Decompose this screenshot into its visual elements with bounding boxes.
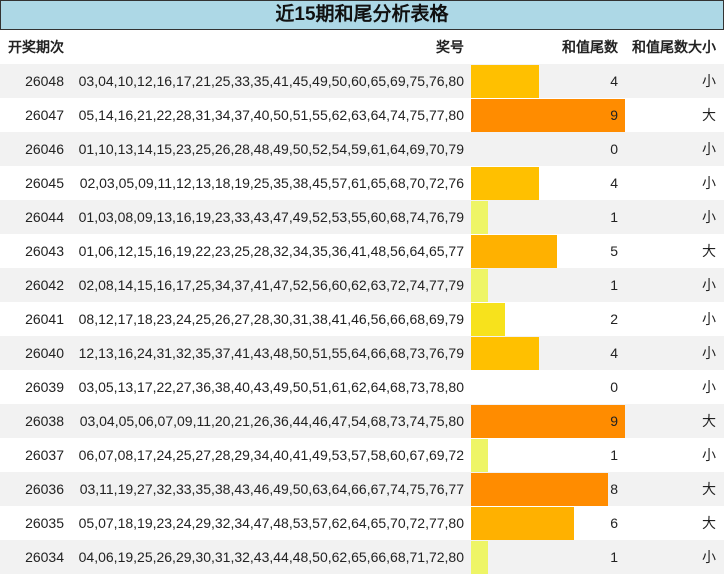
table-row: 26039 03,05,13,17,22,27,36,38,40,43,49,50… bbox=[0, 370, 724, 404]
numbers-cell: 08,12,17,18,23,24,25,26,27,28,30,31,38,4… bbox=[78, 311, 464, 327]
sum-tail-bar bbox=[471, 269, 488, 302]
sum-tail-cell: 6 bbox=[610, 515, 618, 531]
table-row: 26038 03,04,05,06,07,09,11,20,21,26,36,44… bbox=[0, 404, 724, 438]
sum-tail-bar bbox=[471, 303, 505, 336]
size-cell: 小 bbox=[702, 345, 716, 361]
sum-tail-cell: 4 bbox=[610, 73, 618, 89]
sum-tail-cell: 8 bbox=[610, 481, 618, 497]
table-row: 26041 08,12,17,18,23,24,25,26,27,28,30,31… bbox=[0, 302, 724, 336]
header-period: 开奖期次 bbox=[8, 39, 64, 55]
sum-tail-cell: 1 bbox=[610, 447, 618, 463]
size-cell: 小 bbox=[702, 209, 716, 225]
numbers-cell: 03,04,05,06,07,09,11,20,21,26,36,44,46,4… bbox=[79, 413, 464, 429]
numbers-cell: 01,03,08,09,13,16,19,23,33,43,47,49,52,5… bbox=[78, 209, 464, 225]
size-cell: 大 bbox=[702, 481, 716, 497]
table-row: 26045 02,03,05,09,11,12,13,18,19,25,35,38… bbox=[0, 166, 724, 200]
period-cell: 26042 bbox=[25, 277, 64, 293]
period-cell: 26045 bbox=[25, 175, 64, 191]
sum-tail-cell: 0 bbox=[610, 141, 618, 157]
size-cell: 小 bbox=[702, 311, 716, 327]
size-cell: 小 bbox=[702, 277, 716, 293]
sum-tail-cell: 5 bbox=[610, 243, 618, 259]
size-cell: 小 bbox=[702, 447, 716, 463]
table-row: 26047 05,14,16,21,22,28,31,34,37,40,50,51… bbox=[0, 98, 724, 132]
sum-tail-bar bbox=[471, 507, 574, 540]
table-header: 开奖期次 奖号 和值尾数 和值尾数大小 bbox=[0, 30, 724, 64]
sum-tail-cell: 1 bbox=[610, 549, 618, 565]
sum-tail-cell: 1 bbox=[610, 277, 618, 293]
table-title: 近15期和尾分析表格 bbox=[0, 0, 724, 30]
sum-tail-cell: 9 bbox=[610, 107, 618, 123]
sum-tail-bar bbox=[471, 473, 608, 506]
sum-tail-cell: 0 bbox=[610, 379, 618, 395]
table-row: 26034 04,06,19,25,26,29,30,31,32,43,44,48… bbox=[0, 540, 724, 574]
sum-tail-bar bbox=[471, 439, 488, 472]
table-row: 26043 01,06,12,15,16,19,22,23,25,28,32,34… bbox=[0, 234, 724, 268]
table-row: 26046 01,10,13,14,15,23,25,26,28,48,49,50… bbox=[0, 132, 724, 166]
numbers-cell: 03,05,13,17,22,27,36,38,40,43,49,50,51,6… bbox=[78, 379, 464, 395]
sum-tail-bar bbox=[471, 99, 625, 132]
table-body: 26048 03,04,10,12,16,17,21,25,33,35,41,45… bbox=[0, 64, 724, 574]
period-cell: 26038 bbox=[25, 413, 64, 429]
numbers-cell: 04,06,19,25,26,29,30,31,32,43,44,48,50,6… bbox=[78, 549, 464, 565]
period-cell: 26039 bbox=[25, 379, 64, 395]
period-cell: 26037 bbox=[25, 447, 64, 463]
sum-tail-cell: 1 bbox=[610, 209, 618, 225]
numbers-cell: 01,10,13,14,15,23,25,26,28,48,49,50,52,5… bbox=[78, 141, 464, 157]
period-cell: 26034 bbox=[25, 549, 64, 565]
period-cell: 26035 bbox=[25, 515, 64, 531]
header-size: 和值尾数大小 bbox=[632, 39, 716, 55]
sum-tail-cell: 2 bbox=[610, 311, 618, 327]
numbers-cell: 02,03,05,09,11,12,13,18,19,25,35,38,45,5… bbox=[79, 175, 464, 191]
sum-tail-bar bbox=[471, 541, 488, 574]
sum-tail-cell: 4 bbox=[610, 345, 618, 361]
numbers-cell: 03,11,19,27,32,33,35,38,43,46,49,50,63,6… bbox=[79, 481, 464, 497]
numbers-cell: 02,08,14,15,16,17,25,34,37,41,47,52,56,6… bbox=[78, 277, 464, 293]
size-cell: 小 bbox=[702, 141, 716, 157]
sum-tail-cell: 9 bbox=[610, 413, 618, 429]
period-cell: 26036 bbox=[25, 481, 64, 497]
size-cell: 小 bbox=[702, 73, 716, 89]
size-cell: 大 bbox=[702, 107, 716, 123]
sum-tail-bar bbox=[471, 235, 557, 268]
table-row: 26044 01,03,08,09,13,16,19,23,33,43,47,49… bbox=[0, 200, 724, 234]
size-cell: 小 bbox=[702, 175, 716, 191]
numbers-cell: 05,14,16,21,22,28,31,34,37,40,50,51,55,6… bbox=[78, 107, 464, 123]
sum-tail-bar bbox=[471, 167, 539, 200]
period-cell: 26043 bbox=[25, 243, 64, 259]
period-cell: 26048 bbox=[25, 73, 64, 89]
sum-tail-bar bbox=[471, 337, 539, 370]
numbers-cell: 06,07,08,17,24,25,27,28,29,34,40,41,49,5… bbox=[78, 447, 464, 463]
sum-tail-bar bbox=[471, 201, 488, 234]
numbers-cell: 05,07,18,19,23,24,29,32,34,47,48,53,57,6… bbox=[78, 515, 464, 531]
table-row: 26035 05,07,18,19,23,24,29,32,34,47,48,53… bbox=[0, 506, 724, 540]
table-row: 26037 06,07,08,17,24,25,27,28,29,34,40,41… bbox=[0, 438, 724, 472]
numbers-cell: 03,04,10,12,16,17,21,25,33,35,41,45,49,5… bbox=[78, 73, 464, 89]
numbers-cell: 12,13,16,24,31,32,35,37,41,43,48,50,51,5… bbox=[78, 345, 464, 361]
header-numbers: 奖号 bbox=[436, 39, 464, 55]
period-cell: 26041 bbox=[25, 311, 64, 327]
sum-tail-cell: 4 bbox=[610, 175, 618, 191]
sum-tail-bar bbox=[471, 405, 625, 438]
size-cell: 大 bbox=[702, 243, 716, 259]
table-row: 26040 12,13,16,24,31,32,35,37,41,43,48,50… bbox=[0, 336, 724, 370]
size-cell: 大 bbox=[702, 413, 716, 429]
sum-tail-bar bbox=[471, 65, 539, 98]
size-cell: 小 bbox=[702, 549, 716, 565]
table-row: 26036 03,11,19,27,32,33,35,38,43,46,49,50… bbox=[0, 472, 724, 506]
period-cell: 26044 bbox=[25, 209, 64, 225]
period-cell: 26047 bbox=[25, 107, 64, 123]
table-row: 26048 03,04,10,12,16,17,21,25,33,35,41,45… bbox=[0, 64, 724, 98]
numbers-cell: 01,06,12,15,16,19,22,23,25,28,32,34,35,3… bbox=[78, 243, 464, 259]
period-cell: 26046 bbox=[25, 141, 64, 157]
period-cell: 26040 bbox=[25, 345, 64, 361]
size-cell: 大 bbox=[702, 515, 716, 531]
header-sum-tail: 和值尾数 bbox=[562, 39, 618, 55]
table-row: 26042 02,08,14,15,16,17,25,34,37,41,47,52… bbox=[0, 268, 724, 302]
size-cell: 小 bbox=[702, 379, 716, 395]
